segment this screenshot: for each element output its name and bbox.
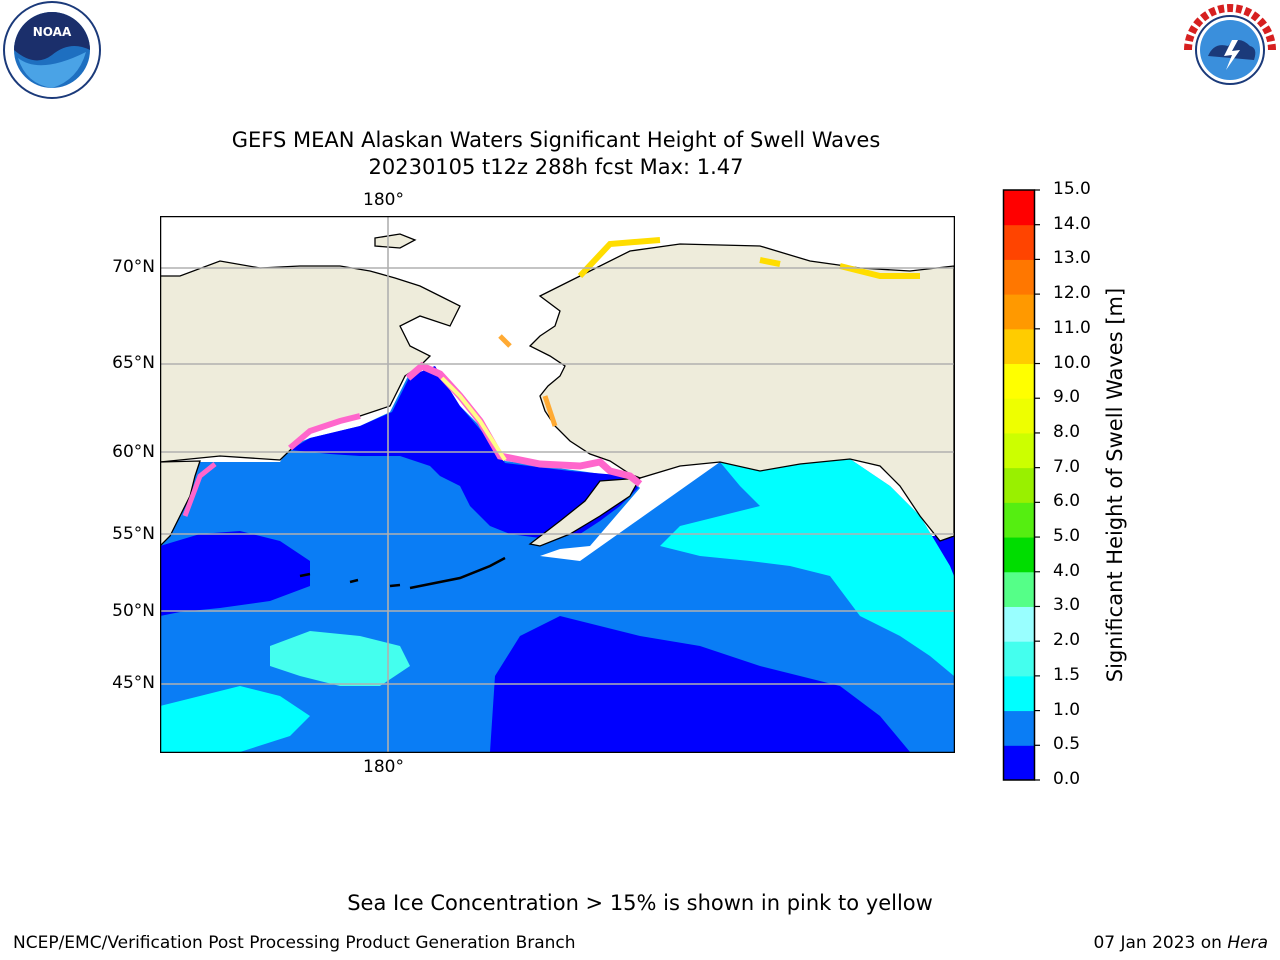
colorbar-segment <box>1004 259 1034 295</box>
footer-date-text: 07 Jan 2023 on <box>1093 933 1228 953</box>
colorbar-tick-label: 5.0 <box>1053 526 1081 547</box>
colorbar-border <box>1002 189 1036 781</box>
colorbar-tick-label: 2.0 <box>1053 630 1081 651</box>
colorbar <box>1002 189 1040 781</box>
lat-label-45: 45°N <box>112 673 155 693</box>
colorbar-tick-label: 0.0 <box>1053 769 1081 789</box>
lon-label-top: 180° <box>363 190 404 210</box>
sea-ice-edge-chukotka <box>288 413 361 451</box>
colorbar-tick-label: 12.0 <box>1053 283 1091 304</box>
colorbar-tick-label: 13.0 <box>1053 248 1091 269</box>
footer-machine: Hera <box>1227 933 1268 953</box>
graticule <box>160 216 954 752</box>
colorbar-segment <box>1004 710 1034 746</box>
colorbar-segment <box>1004 224 1034 260</box>
chart-subtitle: 20230105 t12z 288h fcst Max: 1.47 <box>368 155 744 179</box>
colorbar-segment <box>1004 745 1034 781</box>
lat-label-70: 70°N <box>112 257 155 277</box>
colorbar-segment <box>1004 363 1034 399</box>
colorbar-segment <box>1004 294 1034 330</box>
colorbar-segment <box>1004 641 1034 677</box>
ocean-high-gulf <box>660 459 954 676</box>
colorbar-tick-label: 7.0 <box>1053 456 1081 477</box>
map-panel <box>160 216 955 753</box>
ocean-low-west <box>160 531 310 616</box>
colorbar-tick-label: 15.0 <box>1053 179 1091 199</box>
lat-label-60: 60°N <box>112 442 155 462</box>
colorbar-segment <box>1004 398 1034 434</box>
colorbar-segment <box>1004 571 1034 607</box>
chart-title: GEFS MEAN Alaskan Waters Significant Hei… <box>231 128 881 152</box>
sea-ice-edge-bering <box>405 361 643 487</box>
colorbar-tick-label: 11.0 <box>1053 317 1091 338</box>
colorbar-tick-label: 0.5 <box>1053 734 1081 755</box>
colorbar-tick-label: 6.0 <box>1053 491 1081 512</box>
footer-date: 07 Jan 2023 on Hera <box>1093 933 1268 953</box>
colorbar-segment <box>1004 328 1034 365</box>
colorbar-tick-label: 1.0 <box>1053 699 1081 720</box>
noaa-logo: NOAA <box>3 1 101 99</box>
lat-label-55: 55°N <box>112 524 155 544</box>
colorbar-tick-label: 14.0 <box>1053 213 1091 234</box>
colorbar-segment <box>1004 190 1034 226</box>
colorbar-segment <box>1004 537 1034 573</box>
colorbar-tick-label: 8.0 <box>1053 421 1081 442</box>
colorbar-segment <box>1004 606 1034 642</box>
colorbar-segment <box>1004 467 1034 503</box>
colorbar-tick-label: 10.0 <box>1053 352 1091 373</box>
colorbar-tick-label: 4.0 <box>1053 560 1081 581</box>
colorbar-segment <box>1004 502 1034 538</box>
colorbar-segment <box>1004 432 1034 469</box>
colorbar-tick-label: 3.0 <box>1053 595 1081 616</box>
nws-logo <box>1184 4 1276 96</box>
footer-credit: NCEP/EMC/Verification Post Processing Pr… <box>13 933 576 953</box>
sea-ice-note: Sea Ice Concentration > 15% is shown in … <box>347 891 933 915</box>
lat-label-50: 50°N <box>112 601 155 621</box>
sea-ice-edge-arctic <box>577 237 920 279</box>
colorbar-title: Significant Height of Swell Waves [m] <box>1103 287 1127 683</box>
ocean-high-southwest <box>160 686 310 752</box>
colorbar-segment <box>1004 675 1034 712</box>
lat-label-65: 65°N <box>112 353 155 373</box>
colorbar-tick-label: 9.0 <box>1053 387 1081 408</box>
noaa-logo-text: NOAA <box>33 25 72 39</box>
sea-ice-edge-kamchatka <box>182 462 217 517</box>
lon-label-bottom: 180° <box>363 757 404 777</box>
ocean-high-north-pacific <box>270 631 410 686</box>
colorbar-tick-label: 1.5 <box>1053 664 1081 685</box>
